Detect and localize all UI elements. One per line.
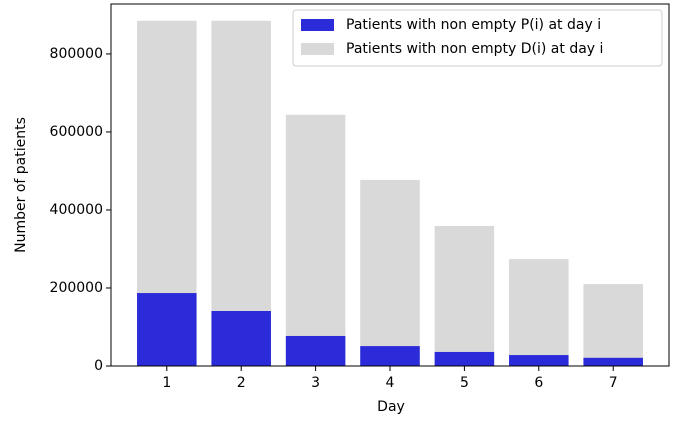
bar (509, 259, 569, 366)
bar (137, 293, 197, 366)
y-tick-label: 0 (94, 358, 103, 374)
bar (211, 20, 271, 366)
bar (211, 310, 271, 366)
legend-label: Patients with non empty D(i) at day i (346, 41, 603, 57)
bar (434, 351, 495, 366)
x-tick-label: 6 (534, 375, 543, 391)
bar (360, 346, 420, 366)
y-tick-label: 600000 (50, 124, 103, 140)
x-tick-label: 3 (311, 375, 320, 391)
y-tick-label: 400000 (50, 202, 103, 218)
legend-label: Patients with non empty P(i) at day i (346, 17, 601, 33)
bar (583, 357, 643, 366)
x-tick-label: 4 (386, 375, 395, 391)
bar (285, 114, 346, 366)
y-tick-label: 200000 (50, 280, 103, 296)
y-tick-label: 800000 (50, 46, 103, 62)
x-tick-label: 2 (237, 375, 246, 391)
bar (509, 355, 569, 366)
x-tick-label: 1 (162, 375, 171, 391)
x-axis-label: Day (377, 399, 405, 415)
x-tick-label: 5 (460, 375, 469, 391)
legend-box (292, 9, 663, 67)
bar (285, 335, 346, 366)
bar (434, 225, 495, 366)
x-tick-label: 7 (609, 375, 618, 391)
bar (583, 284, 643, 366)
y-axis-label: Number of patients (13, 117, 29, 253)
bar (360, 179, 420, 366)
legend-swatch (301, 43, 334, 55)
legend-swatch (301, 19, 334, 31)
